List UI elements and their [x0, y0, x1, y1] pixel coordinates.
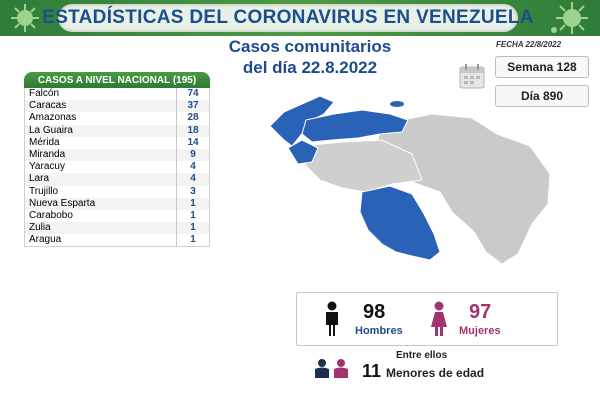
table-row: Amazonas 28 — [25, 112, 209, 125]
banner-title-box: ESTADÍSTICAS DEL CORONAVIRUS EN VENEZUEL… — [42, 4, 533, 32]
women-count: 97 — [469, 301, 492, 323]
map-region-andes — [287, 139, 319, 165]
table-row: Miranda 9 — [25, 148, 209, 162]
day-badge: Día 890 — [495, 85, 589, 107]
state-name: Carabobo — [25, 209, 177, 223]
virus-icon — [11, 4, 39, 32]
case-count: 37 — [187, 100, 199, 112]
map-region-northwest — [269, 95, 335, 147]
minors-intro: Entre ellos — [396, 350, 448, 361]
state-name: Caracas — [25, 100, 177, 113]
case-count: 4 — [190, 173, 196, 185]
table-row: Zulia 1 — [25, 222, 209, 235]
state-name: La Guaira — [25, 124, 177, 137]
table-row: Trujillo 3 — [25, 185, 209, 198]
case-count: 4 — [190, 161, 196, 173]
table-row: Mérida 14 — [25, 136, 209, 149]
venezuela-map — [269, 95, 551, 265]
state-name: Mérida — [25, 136, 177, 149]
page-title: ESTADÍSTICAS DEL CORONAVIRUS EN VENEZUEL… — [42, 7, 534, 28]
minors-summary: Entre ellos 11 Menores de edad — [300, 348, 506, 382]
case-count: 28 — [187, 112, 199, 124]
cases-table: CASOS A NIVEL NACIONAL (195) Falcón 74 Ca… — [24, 72, 210, 248]
week-badge: Semana 128 — [495, 56, 589, 78]
state-name: Nueva Esparta — [25, 197, 177, 210]
women-label: Mujeres — [459, 325, 501, 337]
map-region-north — [301, 109, 409, 143]
table-row: Caracas 37 — [25, 100, 209, 113]
case-count: 18 — [187, 124, 199, 136]
map-region-llanos — [301, 139, 423, 193]
calendar-icon — [459, 64, 485, 89]
top-banner: ESTADÍSTICAS DEL CORONAVIRUS EN VENEZUEL… — [0, 0, 600, 36]
table-row: La Guaira 18 — [25, 124, 209, 137]
table-row: Carabobo 1 — [25, 209, 209, 223]
table-header: CASOS A NIVEL NACIONAL (195) — [24, 72, 210, 88]
minors-count: 11 — [362, 361, 382, 381]
state-name: Falcón — [25, 88, 177, 101]
state-name: Yaracuy — [25, 161, 177, 174]
table-row: Aragua 1 — [25, 234, 209, 247]
case-count: 74 — [187, 88, 199, 99]
male-icon — [326, 301, 338, 336]
case-count: 1 — [190, 197, 196, 209]
subtitle-line-1: Casos comunitarios — [228, 37, 392, 56]
case-count: 9 — [190, 148, 196, 160]
state-name: Lara — [25, 173, 177, 186]
date-label: FECHA 22/8/2022 — [496, 40, 562, 49]
children-icon — [315, 359, 348, 378]
state-name: Aragua — [25, 234, 177, 247]
virus-icon — [551, 2, 588, 34]
men-label: Hombres — [355, 325, 403, 337]
table-body: Falcón 74 Caracas 37 Amazonas 28 La Guaira 1… — [24, 88, 210, 248]
case-count: 1 — [190, 209, 196, 221]
minors-label: Menores de edad — [386, 366, 485, 380]
men-count: 98 — [363, 301, 386, 323]
state-name: Zulia — [25, 222, 177, 235]
map-region-amazonas — [359, 185, 441, 261]
table-row: Nueva Esparta 1 — [25, 197, 209, 210]
table-row: Yaracuy 4 — [25, 161, 209, 174]
state-name: Amazonas — [25, 112, 177, 125]
table-row: Falcón 74 — [25, 88, 209, 101]
subtitle: Casos comunitarios del día 22.8.2022 — [200, 36, 420, 78]
case-count: 3 — [190, 185, 196, 197]
case-count: 1 — [190, 222, 196, 234]
state-name: Miranda — [25, 148, 177, 162]
case-count: 1 — [190, 234, 196, 246]
map-region-island — [390, 101, 404, 107]
state-name: Trujillo — [25, 185, 177, 198]
female-icon — [431, 301, 447, 336]
subtitle-line-2: del día 22.8.2022 — [242, 58, 378, 77]
gender-summary: 98 Hombres 97 Mujeres — [296, 292, 558, 346]
case-count: 14 — [187, 136, 199, 148]
table-row: Lara 4 — [25, 173, 209, 186]
